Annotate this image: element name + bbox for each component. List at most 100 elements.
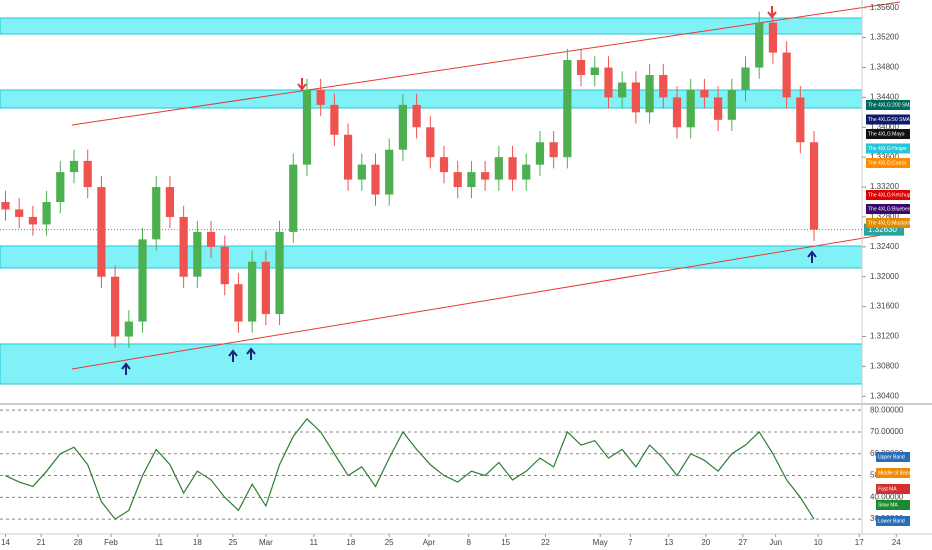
y-tick-label: 1.30800 xyxy=(870,361,899,370)
x-tick-label: 22 xyxy=(541,538,550,547)
x-tick-label: 20 xyxy=(701,538,710,547)
candle-body xyxy=(618,82,627,98)
indicator-label: The 4XLG:Blueberry xyxy=(868,206,914,212)
candle-body xyxy=(206,231,216,247)
indicator-label: The 4XLG:200 SMA xyxy=(868,102,913,108)
indicator-label-box xyxy=(866,114,910,125)
band-label-box xyxy=(876,516,910,526)
indicator-label: The 4XLG:Mustard xyxy=(868,220,910,226)
candle-body xyxy=(124,321,133,337)
candle-body xyxy=(631,82,640,113)
candle-body xyxy=(645,74,654,113)
candle-body xyxy=(371,164,380,195)
candle-body xyxy=(768,22,778,53)
candle-body xyxy=(426,127,435,158)
band-label: Middle of Bands xyxy=(878,470,914,476)
indicator-label-box xyxy=(866,218,910,228)
trend-line xyxy=(71,231,901,370)
band-label: Slow MA xyxy=(878,502,898,508)
band-label-box xyxy=(876,484,910,494)
arrow-down xyxy=(767,6,777,19)
candle-body xyxy=(343,134,353,180)
y-tick-label: 40.00000 xyxy=(870,492,904,501)
indicator-label-box xyxy=(866,204,910,214)
x-tick-label: 7 xyxy=(628,538,633,547)
y-tick-label: 1.34400 xyxy=(870,93,899,102)
candle-body xyxy=(69,160,79,173)
x-tick-label: Mar xyxy=(259,538,273,547)
indicator-label-box xyxy=(866,143,910,154)
candle-body xyxy=(385,149,394,195)
indicator-label-box xyxy=(866,100,910,110)
indicator-label-box xyxy=(866,158,910,168)
x-tick-label: 25 xyxy=(229,538,238,547)
band-label: Fast MA xyxy=(878,486,897,492)
y-tick-label: 1.34000 xyxy=(870,122,899,131)
x-tick-label: Apr xyxy=(423,538,436,547)
candle-body xyxy=(576,60,586,75)
candle-body xyxy=(755,22,764,68)
candle-body xyxy=(15,209,24,217)
candle-body xyxy=(111,276,120,337)
candle-body xyxy=(289,164,298,232)
candle-body xyxy=(138,239,147,322)
candle-body xyxy=(398,104,408,150)
y-tick-label: 1.31600 xyxy=(870,302,899,311)
x-tick-label: 14 xyxy=(1,538,10,547)
candle-body xyxy=(234,284,243,322)
x-tick-label: 13 xyxy=(664,538,673,547)
arrow-up xyxy=(228,349,238,362)
candle-body xyxy=(741,67,750,90)
indicator-label-box xyxy=(866,129,910,139)
candle-body xyxy=(782,52,791,98)
candle-body xyxy=(56,172,65,202)
candle-body xyxy=(83,160,92,188)
y-tick-label: 1.34800 xyxy=(870,63,899,72)
x-tick-label: 27 xyxy=(738,538,747,547)
zones xyxy=(0,1,901,385)
arrow-down xyxy=(297,78,307,91)
candle-body xyxy=(28,216,38,225)
candle-body xyxy=(152,187,161,240)
x-tick-label: 15 xyxy=(501,538,510,547)
x-tick-label: 28 xyxy=(74,538,83,547)
y-tick-label: 1.32800 xyxy=(870,212,899,221)
candle-body xyxy=(796,97,805,143)
x-tick-label: 25 xyxy=(385,538,394,547)
candle-body xyxy=(261,261,270,315)
x-tick-label: 11 xyxy=(155,538,164,547)
y-tick-label: 1.30400 xyxy=(870,391,899,400)
candle-body xyxy=(330,104,339,135)
candle-body xyxy=(809,142,819,230)
candle-body xyxy=(97,187,106,277)
candle-body xyxy=(522,164,531,180)
zone xyxy=(0,245,863,269)
band-label: Lower Band xyxy=(878,518,905,524)
x-tick-label: 18 xyxy=(193,538,202,547)
y-tick-label: 1.35200 xyxy=(870,33,899,42)
candle-body xyxy=(481,172,490,180)
y-tick-label: 70.00000 xyxy=(870,427,904,436)
last-price-label: 1.32630 xyxy=(868,225,897,234)
candle-body xyxy=(590,67,599,75)
candle-body xyxy=(412,104,421,128)
candle-body xyxy=(659,74,668,98)
candle-body xyxy=(713,97,723,120)
candle-body xyxy=(220,246,229,285)
candle-body xyxy=(1,202,10,210)
arrows xyxy=(121,6,817,375)
band-label-box xyxy=(876,468,910,478)
indicator-label: The 4XLG:Carrot xyxy=(868,160,907,166)
candle-body xyxy=(672,97,682,128)
candle-body xyxy=(535,142,545,165)
candle-body xyxy=(165,187,175,217)
y-tick-label: 1.31200 xyxy=(870,332,899,341)
candle-body xyxy=(508,157,517,180)
candle-body xyxy=(453,172,462,188)
indicator-label: The 4XLG:Heiger xyxy=(868,146,907,152)
oscillator-line xyxy=(5,418,815,520)
candle-body xyxy=(357,164,366,180)
zone xyxy=(0,343,863,385)
indicator-label: The 4XLG:50 SMA xyxy=(868,117,911,123)
